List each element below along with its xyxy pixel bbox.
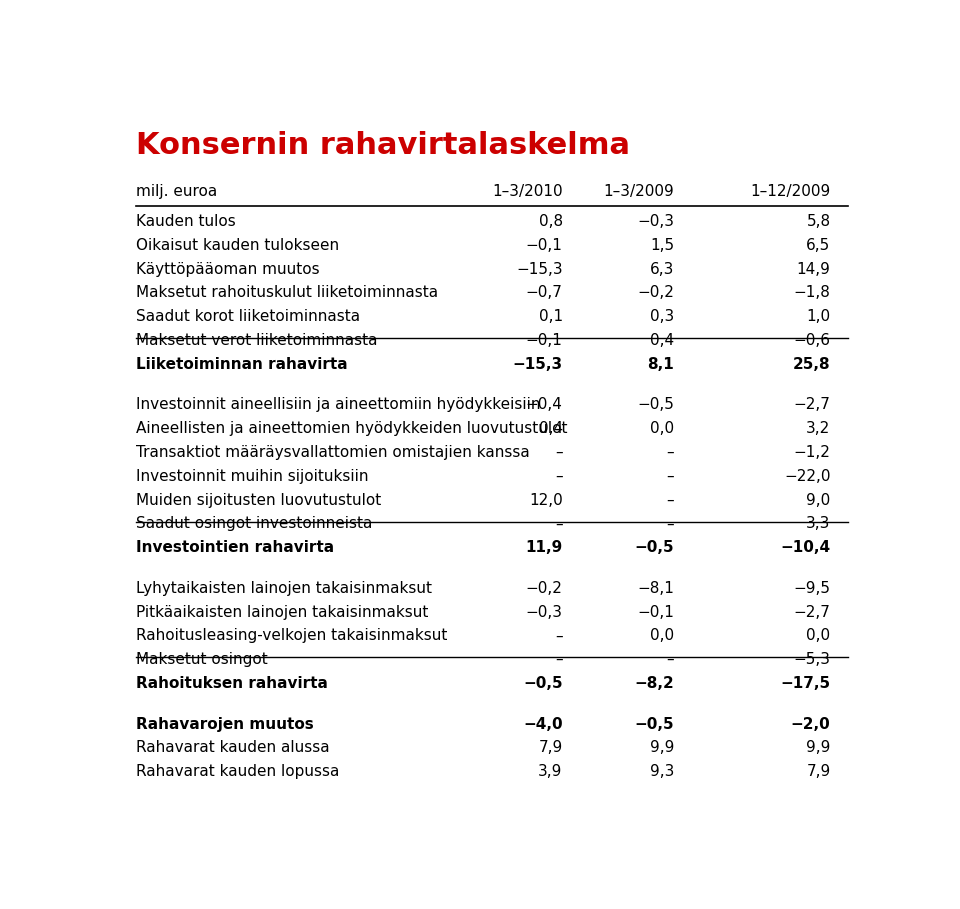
Text: 1–12/2009: 1–12/2009 bbox=[751, 184, 830, 199]
Text: Pitkäaikaisten lainojen takaisinmaksut: Pitkäaikaisten lainojen takaisinmaksut bbox=[136, 604, 429, 620]
Text: 9,9: 9,9 bbox=[806, 741, 830, 755]
Text: –: – bbox=[666, 469, 674, 484]
Text: −0,3: −0,3 bbox=[637, 215, 674, 229]
Text: Lyhytaikaisten lainojen takaisinmaksut: Lyhytaikaisten lainojen takaisinmaksut bbox=[136, 581, 432, 595]
Text: Investoinnit aineellisiin ja aineettomiin hyödykkeisiin: Investoinnit aineellisiin ja aineettomii… bbox=[136, 397, 540, 413]
Text: Maksetut rahoituskulut liiketoiminnasta: Maksetut rahoituskulut liiketoiminnasta bbox=[136, 285, 439, 301]
Text: −0,6: −0,6 bbox=[794, 333, 830, 348]
Text: −15,3: −15,3 bbox=[513, 357, 563, 372]
Text: 0,0: 0,0 bbox=[650, 421, 674, 436]
Text: 9,3: 9,3 bbox=[650, 764, 674, 779]
Text: −0,2: −0,2 bbox=[637, 285, 674, 301]
Text: −22,0: −22,0 bbox=[784, 469, 830, 484]
Text: milj. euroa: milj. euroa bbox=[136, 184, 218, 199]
Text: 9,0: 9,0 bbox=[806, 493, 830, 507]
Text: 1–3/2009: 1–3/2009 bbox=[604, 184, 674, 199]
Text: −2,0: −2,0 bbox=[791, 716, 830, 732]
Text: Muiden sijoitusten luovutustulot: Muiden sijoitusten luovutustulot bbox=[136, 493, 382, 507]
Text: 0,0: 0,0 bbox=[650, 628, 674, 644]
Text: −1,8: −1,8 bbox=[794, 285, 830, 301]
Text: −0,4: −0,4 bbox=[526, 397, 563, 413]
Text: 1–3/2010: 1–3/2010 bbox=[492, 184, 563, 199]
Text: Saadut korot liiketoiminnasta: Saadut korot liiketoiminnasta bbox=[136, 309, 361, 325]
Text: −0,5: −0,5 bbox=[635, 540, 674, 555]
Text: Saadut osingot investoinneista: Saadut osingot investoinneista bbox=[136, 516, 372, 532]
Text: Aineellisten ja aineettomien hyödykkeiden luovutustulot: Aineellisten ja aineettomien hyödykkeide… bbox=[136, 421, 568, 436]
Text: 8,1: 8,1 bbox=[648, 357, 674, 372]
Text: 3,9: 3,9 bbox=[539, 764, 563, 779]
Text: Oikaisut kauden tulokseen: Oikaisut kauden tulokseen bbox=[136, 238, 340, 253]
Text: –: – bbox=[666, 516, 674, 532]
Text: –: – bbox=[555, 628, 563, 644]
Text: −5,3: −5,3 bbox=[794, 653, 830, 667]
Text: 6,3: 6,3 bbox=[650, 262, 674, 276]
Text: 0,4: 0,4 bbox=[539, 421, 563, 436]
Text: 7,9: 7,9 bbox=[539, 741, 563, 755]
Text: −0,5: −0,5 bbox=[637, 397, 674, 413]
Text: –: – bbox=[555, 445, 563, 460]
Text: −1,2: −1,2 bbox=[794, 445, 830, 460]
Text: –: – bbox=[555, 653, 563, 667]
Text: –: – bbox=[666, 493, 674, 507]
Text: −17,5: −17,5 bbox=[780, 676, 830, 691]
Text: 14,9: 14,9 bbox=[797, 262, 830, 276]
Text: −8,1: −8,1 bbox=[637, 581, 674, 595]
Text: 3,3: 3,3 bbox=[806, 516, 830, 532]
Text: 5,8: 5,8 bbox=[806, 215, 830, 229]
Text: −4,0: −4,0 bbox=[523, 716, 563, 732]
Text: −0,5: −0,5 bbox=[523, 676, 563, 691]
Text: 7,9: 7,9 bbox=[806, 764, 830, 779]
Text: –: – bbox=[666, 445, 674, 460]
Text: Kauden tulos: Kauden tulos bbox=[136, 215, 236, 229]
Text: Maksetut osingot: Maksetut osingot bbox=[136, 653, 268, 667]
Text: 6,5: 6,5 bbox=[806, 238, 830, 253]
Text: Transaktiot määräysvallattomien omistajien kanssa: Transaktiot määräysvallattomien omistaji… bbox=[136, 445, 530, 460]
Text: −10,4: −10,4 bbox=[780, 540, 830, 555]
Text: 12,0: 12,0 bbox=[529, 493, 563, 507]
Text: −9,5: −9,5 bbox=[794, 581, 830, 595]
Text: 3,2: 3,2 bbox=[806, 421, 830, 436]
Text: −0,7: −0,7 bbox=[526, 285, 563, 301]
Text: Investointien rahavirta: Investointien rahavirta bbox=[136, 540, 334, 555]
Text: 0,8: 0,8 bbox=[539, 215, 563, 229]
Text: 1,0: 1,0 bbox=[806, 309, 830, 325]
Text: Rahavarat kauden lopussa: Rahavarat kauden lopussa bbox=[136, 764, 340, 779]
Text: −0,5: −0,5 bbox=[635, 716, 674, 732]
Text: Rahavarat kauden alussa: Rahavarat kauden alussa bbox=[136, 741, 330, 755]
Text: −0,1: −0,1 bbox=[526, 333, 563, 348]
Text: 0,1: 0,1 bbox=[539, 309, 563, 325]
Text: 11,9: 11,9 bbox=[525, 540, 563, 555]
Text: −8,2: −8,2 bbox=[635, 676, 674, 691]
Text: Konsernin rahavirtalaskelma: Konsernin rahavirtalaskelma bbox=[136, 132, 631, 161]
Text: −15,3: −15,3 bbox=[516, 262, 563, 276]
Text: 0,0: 0,0 bbox=[806, 628, 830, 644]
Text: –: – bbox=[555, 516, 563, 532]
Text: −0,2: −0,2 bbox=[526, 581, 563, 595]
Text: −0,3: −0,3 bbox=[526, 604, 563, 620]
Text: −0,1: −0,1 bbox=[526, 238, 563, 253]
Text: –: – bbox=[666, 653, 674, 667]
Text: −2,7: −2,7 bbox=[794, 397, 830, 413]
Text: Rahoituksen rahavirta: Rahoituksen rahavirta bbox=[136, 676, 328, 691]
Text: −0,1: −0,1 bbox=[637, 604, 674, 620]
Text: 25,8: 25,8 bbox=[793, 357, 830, 372]
Text: −2,7: −2,7 bbox=[794, 604, 830, 620]
Text: Investoinnit muihin sijoituksiin: Investoinnit muihin sijoituksiin bbox=[136, 469, 369, 484]
Text: 0,4: 0,4 bbox=[650, 333, 674, 348]
Text: –: – bbox=[555, 469, 563, 484]
Text: Liiketoiminnan rahavirta: Liiketoiminnan rahavirta bbox=[136, 357, 348, 372]
Text: 1,5: 1,5 bbox=[650, 238, 674, 253]
Text: Rahavarojen muutos: Rahavarojen muutos bbox=[136, 716, 314, 732]
Text: Rahoitusleasing-velkojen takaisinmaksut: Rahoitusleasing-velkojen takaisinmaksut bbox=[136, 628, 447, 644]
Text: Käyttöpääoman muutos: Käyttöpääoman muutos bbox=[136, 262, 320, 276]
Text: 9,9: 9,9 bbox=[650, 741, 674, 755]
Text: Maksetut verot liiketoiminnasta: Maksetut verot liiketoiminnasta bbox=[136, 333, 378, 348]
Text: 0,3: 0,3 bbox=[650, 309, 674, 325]
